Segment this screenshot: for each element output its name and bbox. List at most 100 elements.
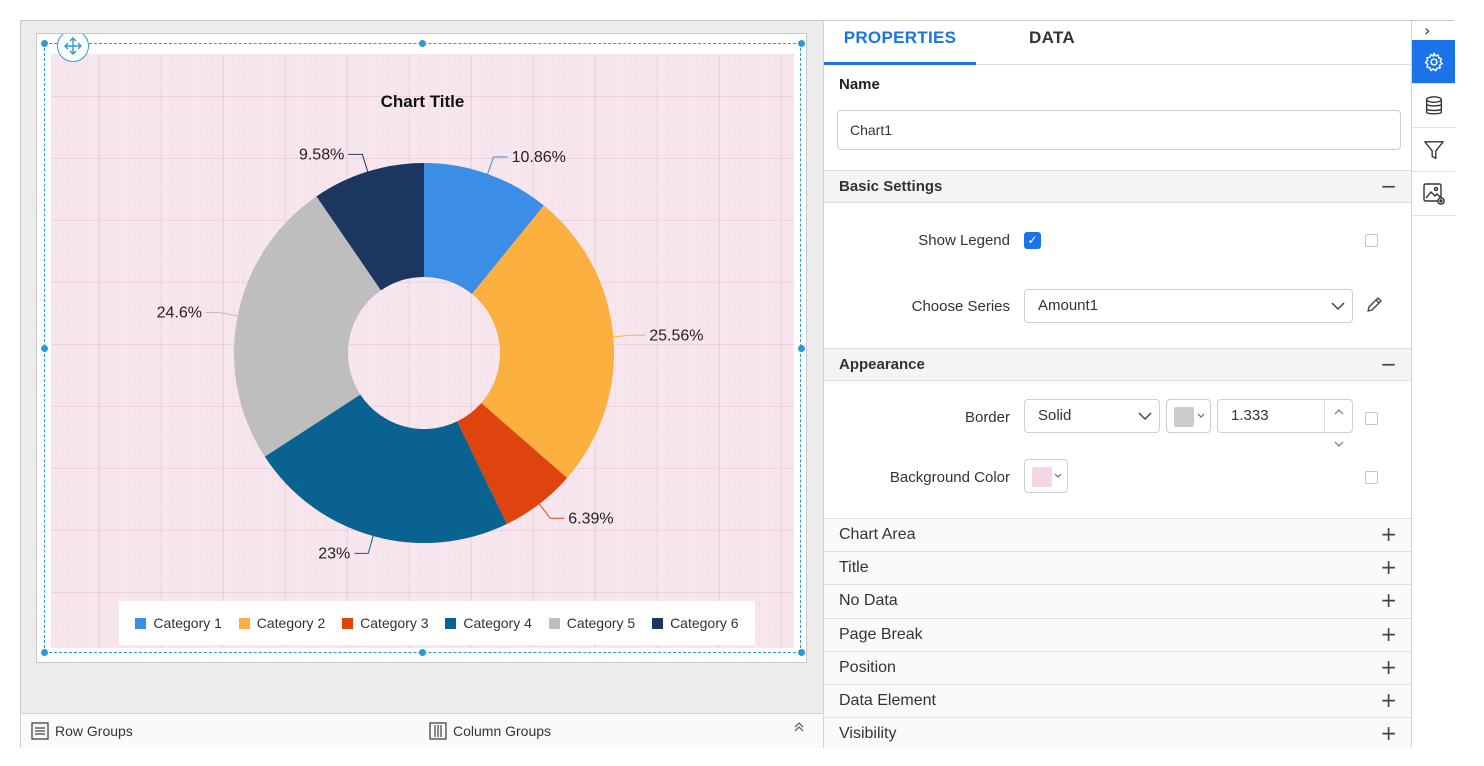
expand-icon[interactable]: + <box>1380 621 1397 646</box>
name-input[interactable] <box>837 110 1401 150</box>
resize-handle-w[interactable] <box>41 345 48 352</box>
legend-item[interactable]: Category 1 <box>135 615 222 631</box>
section-title: No Data <box>839 592 898 610</box>
section-page-break[interactable]: Page Break + <box>824 617 1411 651</box>
donut-slice-2[interactable] <box>471 205 615 478</box>
connector-line <box>537 502 565 519</box>
list-icon <box>31 722 49 740</box>
data-label: 6.39% <box>568 510 613 527</box>
legend-item[interactable]: Category 3 <box>342 615 429 631</box>
donut-chart[interactable] <box>233 163 615 543</box>
border-style-value: Solid <box>1038 407 1072 424</box>
connector-line <box>348 153 369 174</box>
legend-item[interactable]: Category 6 <box>652 615 739 631</box>
border-label: Border <box>964 409 1010 426</box>
chart-legend: Category 1 Category 2 Category 3 Category 4… <box>119 601 755 645</box>
chevron-up-icon[interactable] <box>1325 404 1353 420</box>
section-title: Title <box>839 559 869 577</box>
show-legend-expression-checkbox[interactable] <box>1365 234 1378 247</box>
background-color-picker[interactable] <box>1024 459 1068 493</box>
resize-handle-n[interactable] <box>419 40 426 47</box>
background-color-label: Background Color <box>889 469 1010 486</box>
chart-title[interactable]: Chart Title <box>380 92 465 111</box>
legend-item[interactable]: Category 2 <box>238 615 326 631</box>
legend-swatch <box>238 617 250 629</box>
border-expression-checkbox[interactable] <box>1365 412 1378 425</box>
section-position[interactable]: Position + <box>824 650 1411 684</box>
background-expression-checkbox[interactable] <box>1365 471 1378 484</box>
pencil-icon[interactable] <box>1364 295 1384 315</box>
donut-slice-4[interactable] <box>264 394 507 543</box>
show-legend-checkbox[interactable]: ✓ <box>1024 232 1041 249</box>
show-legend-label: Show Legend <box>918 232 1010 249</box>
legend-label: Category 2 <box>256 615 326 631</box>
resize-handle-se[interactable] <box>798 649 805 656</box>
connector-line <box>611 334 646 338</box>
selection-frame <box>44 43 801 653</box>
legend-swatch <box>548 617 560 629</box>
gear-icon[interactable] <box>1412 40 1455 84</box>
expand-icon[interactable]: + <box>1380 688 1397 712</box>
chevron-down-icon <box>1331 302 1345 311</box>
double-chevron-up-icon[interactable] <box>793 720 805 734</box>
section-chart-area[interactable]: Chart Area + <box>824 518 1411 551</box>
resize-handle-e[interactable] <box>798 345 805 352</box>
column-groups-button[interactable]: Column Groups <box>429 722 551 740</box>
section-visibility[interactable]: Visibility + <box>824 717 1411 751</box>
column-groups-label: Column Groups <box>453 723 552 739</box>
expand-icon[interactable]: + <box>1380 555 1397 580</box>
section-title: Data Element <box>839 692 936 709</box>
section-data-element[interactable]: Data Element + <box>824 684 1411 717</box>
resize-handle-ne[interactable] <box>798 40 805 47</box>
chevron-down-icon <box>1138 412 1152 421</box>
tab-properties[interactable]: PROPERTIES <box>824 21 976 65</box>
data-label: 9.58% <box>299 146 344 163</box>
legend-item[interactable]: Category 4 <box>445 615 532 631</box>
chevron-down-icon[interactable] <box>1325 436 1353 452</box>
section-title: Appearance <box>839 356 925 373</box>
data-label: 10.86% <box>512 149 566 166</box>
move-arrows-icon[interactable] <box>57 34 89 62</box>
donut-slice-1[interactable] <box>424 163 544 295</box>
donut-slice-6[interactable] <box>316 163 424 291</box>
chevron-right-icon[interactable]: › <box>1424 21 1431 40</box>
expand-icon[interactable]: + <box>1380 654 1397 679</box>
border-color-picker[interactable] <box>1166 399 1211 433</box>
collapse-icon[interactable]: − <box>1380 352 1397 376</box>
filter-icon[interactable] <box>1412 128 1455 172</box>
legend-swatch <box>135 617 147 629</box>
data-label: 23% <box>318 545 350 562</box>
border-width-input[interactable]: 1.333 <box>1217 399 1353 447</box>
resize-handle-s[interactable] <box>419 649 426 656</box>
expand-icon[interactable]: + <box>1380 522 1397 546</box>
section-appearance[interactable]: Appearance − <box>824 348 1411 381</box>
section-basic-settings[interactable]: Basic Settings − <box>824 170 1411 203</box>
resize-handle-nw[interactable] <box>41 40 48 47</box>
row-groups-button[interactable]: Row Groups <box>31 722 133 740</box>
legend-item[interactable]: Category 5 <box>548 615 635 631</box>
choose-series-dropdown[interactable]: Amount1 <box>1024 289 1353 323</box>
tab-data[interactable]: DATA <box>1029 28 1075 47</box>
expand-icon[interactable]: + <box>1380 588 1397 613</box>
section-title: Visibility <box>839 725 897 743</box>
columns-icon <box>429 722 447 740</box>
legend-swatch <box>342 617 354 629</box>
border-width-value: 1.333 <box>1231 407 1269 424</box>
donut-slice-3[interactable] <box>457 402 568 524</box>
icon-rail: › <box>1411 21 1455 748</box>
section-no-data[interactable]: No Data + <box>824 584 1411 618</box>
report-body: 10.86% 25.56% 6.39% 23% 24.6% 9.58% Chart Tit… <box>36 33 807 663</box>
collapse-icon[interactable]: − <box>1380 174 1397 198</box>
chart-canvas[interactable]: 10.86% 25.56% 6.39% 23% 24.6% 9.58% <box>37 34 807 663</box>
section-title[interactable]: Title + <box>824 551 1411 585</box>
expand-icon[interactable]: + <box>1380 721 1397 746</box>
donut-slice-5[interactable] <box>233 196 381 457</box>
section-title: Chart Area <box>839 526 916 543</box>
resize-handle-sw[interactable] <box>41 649 48 656</box>
image-settings-icon[interactable] <box>1412 172 1455 216</box>
database-icon[interactable] <box>1412 84 1455 128</box>
border-style-dropdown[interactable]: Solid <box>1024 399 1160 433</box>
data-label: 24.6% <box>157 305 202 322</box>
spin-arrows[interactable] <box>1324 400 1353 447</box>
border-color-swatch <box>1174 407 1194 427</box>
